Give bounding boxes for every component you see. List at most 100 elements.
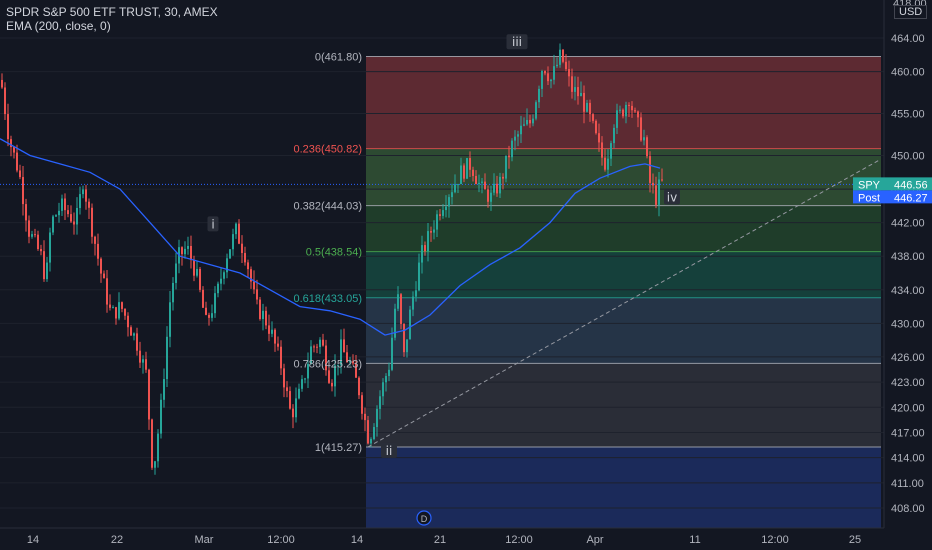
- candle-body: [97, 243, 99, 259]
- candle-body: [469, 158, 471, 170]
- candle-body: [193, 260, 195, 276]
- candle-body: [364, 413, 366, 421]
- fibonacci-retracement[interactable]: [366, 55, 881, 528]
- candle-body: [37, 234, 39, 250]
- candle-body: [100, 258, 102, 274]
- chart-title: SPDR S&P 500 ETF TRUST, 30, AMEX: [6, 5, 218, 19]
- candle-body: [337, 364, 339, 366]
- indicator-legend[interactable]: EMA (200, close, 0): [6, 19, 111, 33]
- wave-label-i[interactable]: i: [207, 216, 219, 232]
- price-tick: 434.00: [891, 285, 925, 297]
- candle-body: [319, 339, 321, 348]
- candle-body: [304, 378, 306, 380]
- time-tick: 21: [434, 534, 446, 546]
- wave-label-iv[interactable]: iv: [664, 189, 680, 205]
- candle-body: [226, 258, 228, 273]
- candle-body: [175, 263, 177, 283]
- candle-body: [394, 308, 396, 338]
- candle-body: [151, 419, 153, 468]
- candle-body: [205, 307, 207, 315]
- candle-body: [385, 376, 387, 383]
- time-tick: 12:00: [761, 534, 789, 546]
- candle-body: [535, 102, 537, 119]
- candle-body: [478, 182, 480, 185]
- candle-body: [379, 396, 381, 409]
- candle-body: [625, 104, 627, 117]
- candle-body: [397, 294, 399, 309]
- candle-body: [640, 117, 642, 141]
- candle-body: [106, 278, 108, 305]
- fib-level-label: 1(415.27): [315, 442, 362, 454]
- candle-body: [553, 66, 555, 80]
- candle-body: [214, 293, 216, 314]
- candle-body: [577, 87, 579, 97]
- current-price-value: 446.56: [894, 179, 928, 191]
- fibonacci-labels: 0(461.80) 0.236(450.82) 0.382(444.03) 0.5(4…: [294, 51, 363, 454]
- candle-body: [562, 49, 564, 62]
- candle-body: [187, 245, 189, 249]
- candle-body: [274, 329, 276, 344]
- candle-body: [349, 361, 351, 363]
- candle-body: [427, 231, 429, 252]
- price-tick: 442.00: [891, 218, 925, 230]
- candle-body: [73, 221, 75, 225]
- candle-body: [475, 175, 477, 185]
- price-tick: 450.00: [891, 151, 925, 163]
- price-tick: 420.00: [891, 402, 925, 414]
- candle-body: [388, 369, 390, 377]
- candle-body: [472, 169, 474, 176]
- post-price-value: 446.27: [894, 192, 928, 204]
- ema-200-line: [0, 138, 661, 336]
- candle-body: [493, 183, 495, 193]
- dividend-marker[interactable]: D: [416, 510, 432, 526]
- time-tick: Apr: [586, 534, 603, 546]
- candle-body: [400, 294, 402, 324]
- candle-body: [223, 272, 225, 279]
- candle-body: [406, 339, 408, 353]
- candle-body: [121, 302, 123, 309]
- candle-body: [457, 184, 459, 186]
- candle-body: [610, 143, 612, 159]
- price-tick: 464.00: [891, 33, 925, 45]
- candle-body: [94, 236, 96, 244]
- svg-text:D: D: [421, 514, 428, 524]
- candle-body: [190, 245, 192, 261]
- candle-body: [43, 251, 45, 280]
- candle-body: [454, 184, 456, 193]
- candle-body: [421, 245, 423, 263]
- candle-body: [376, 408, 378, 428]
- candle-body: [169, 302, 171, 337]
- candle-body: [538, 88, 540, 103]
- candle-body: [103, 273, 105, 279]
- currency-button[interactable]: USD: [894, 5, 928, 19]
- candle-body: [256, 289, 258, 300]
- candle-body: [658, 179, 660, 205]
- candle-body: [655, 185, 657, 205]
- candle-body: [49, 232, 51, 263]
- candle-body: [46, 262, 48, 280]
- candle-body: [508, 155, 510, 158]
- candle-body: [58, 210, 60, 216]
- price-axis[interactable]: 408.00 411.00 414.00 417.00 420.00 423.00 426.…: [883, 0, 932, 550]
- candle-body: [61, 198, 63, 211]
- candle-body: [34, 234, 36, 236]
- wave-label-ii[interactable]: ii: [381, 442, 397, 458]
- candle-body: [466, 158, 468, 179]
- candle-body: [184, 248, 186, 255]
- candle-body: [409, 309, 411, 340]
- wave-label-iii[interactable]: iii: [506, 34, 528, 50]
- candle-body: [139, 350, 141, 363]
- candle-body: [286, 387, 288, 392]
- candle-body: [145, 359, 147, 370]
- candle-body: [367, 420, 369, 444]
- candle-body: [556, 64, 558, 67]
- time-tick: 12:00: [267, 534, 295, 546]
- fib-level-label: 0.786(425.23): [294, 358, 363, 370]
- candle-body: [604, 157, 606, 170]
- time-axis[interactable]: 14 22 Mar 12:00 14 21 12:00 Apr 11 12:00 25: [0, 527, 884, 546]
- candle-body: [355, 363, 357, 378]
- price-tick: 438.00: [891, 251, 925, 263]
- candle-body: [271, 329, 273, 334]
- fib-level-label: 0.618(433.05): [294, 293, 363, 305]
